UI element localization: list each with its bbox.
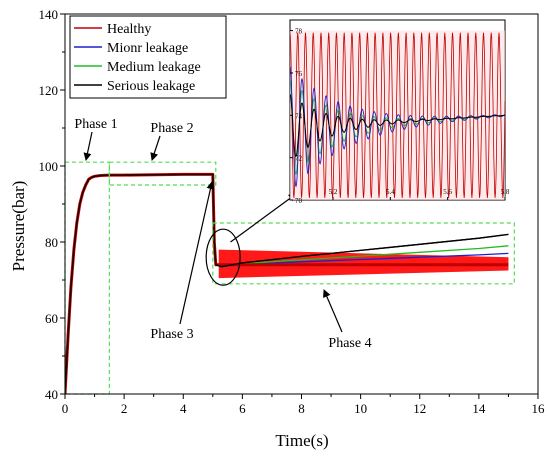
x-tick-label: 6 xyxy=(239,401,246,416)
annotation-label: Phase 2 xyxy=(150,121,193,136)
phase-4-region xyxy=(212,222,515,285)
y-tick-label: 100 xyxy=(39,159,59,174)
y-tick-label: 140 xyxy=(39,7,59,22)
inset-y-tick-label: 72 xyxy=(295,155,303,163)
zoom-ellipse xyxy=(205,228,241,286)
annotation-label: Phase 1 xyxy=(74,117,117,132)
y-tick-label: 60 xyxy=(45,311,58,326)
y-axis-label: Pressure(bar) xyxy=(9,181,28,272)
axis-layer: 0 2 4 6 8 10 12 14 16 40 60 80 100 120 140 xyxy=(39,7,546,416)
x-tick-label: 4 xyxy=(180,401,187,416)
inset-y-tick-label: 78 xyxy=(295,28,303,36)
inset-y-tick-label: 74 xyxy=(295,112,303,120)
inset-series-serious-leakage xyxy=(290,93,505,158)
inset-x-tick-label: 5.6 xyxy=(443,188,452,196)
phase-2-region xyxy=(108,161,217,186)
legend: Healthy Mionr leakage Medium leakage Seriou… xyxy=(69,15,227,99)
inset-y-tick-label: 70 xyxy=(295,197,303,205)
inset-series-mionr-leakage xyxy=(290,66,505,188)
phase-3-arrow xyxy=(179,181,215,325)
x-tick-label: 10 xyxy=(354,401,367,416)
x-tick-label: 2 xyxy=(121,401,128,416)
legend-entry: Medium leakage xyxy=(107,60,201,75)
phase-4-arrow xyxy=(323,289,343,333)
legend-entry: Healthy xyxy=(107,22,151,37)
phase-1-arrow xyxy=(83,131,93,161)
annotation-label: Phase 3 xyxy=(150,327,193,342)
x-axis-label: Time(s) xyxy=(275,431,328,450)
inset-x-tick-label: 5.8 xyxy=(501,188,510,196)
x-tick-label: 0 xyxy=(62,401,69,416)
x-tick-label: 16 xyxy=(532,401,546,416)
x-tick-label: 14 xyxy=(472,401,486,416)
y-tick-label: 80 xyxy=(45,235,58,250)
inset-x-tick-label: 5.4 xyxy=(386,188,395,196)
inset-series-healthy xyxy=(290,32,505,198)
x-tick-label: 12 xyxy=(413,401,426,416)
annotation-label: Phase 4 xyxy=(328,336,371,351)
inset-x-tick-label: 5.2 xyxy=(329,188,338,196)
x-tick-label: 8 xyxy=(298,401,305,416)
y-tick-label: 120 xyxy=(39,83,59,98)
phase-2-arrow xyxy=(150,135,161,161)
legend-entry: Serious leakage xyxy=(107,79,195,94)
inset-connector-arrow xyxy=(230,193,297,243)
annotation-layer: Phase 1 Phase 2 Phase 3 Phase 4 xyxy=(64,117,515,395)
inset-layer: 5.2 5.4 5.6 5.8 70 72 74 76 78 xyxy=(289,19,510,205)
inset-y-tick-label: 76 xyxy=(295,70,303,78)
legend-entry: Mionr leakage xyxy=(107,41,188,56)
y-tick-label: 40 xyxy=(45,387,58,402)
